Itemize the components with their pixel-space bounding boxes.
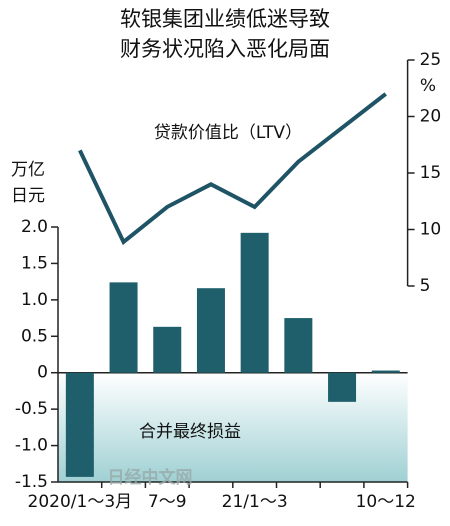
y2-tick-label: 15: [420, 163, 442, 183]
bar: [371, 370, 400, 373]
series-label: 合并最终损益: [139, 422, 241, 442]
y-axis-label: 日元: [11, 186, 45, 206]
bar: [328, 372, 357, 402]
y2-tick-label: 5: [420, 276, 431, 296]
bar: [284, 318, 313, 373]
y2-tick-label: 20: [420, 107, 442, 127]
series-label: 贷款价值比（LTV）: [154, 123, 302, 143]
chart-title: 财务状况陷入恶化局面: [120, 37, 330, 61]
chart-title: 软银集团业绩低迷导致: [120, 7, 330, 31]
y-tick-label: 1.0: [21, 290, 48, 310]
bar: [109, 282, 138, 373]
x-tick-label: 2020/1～3月: [28, 492, 133, 512]
y-tick-label: 2.0: [21, 217, 48, 237]
y-tick-label: 0: [37, 363, 48, 383]
x-tick-label: 7～9: [148, 492, 187, 512]
y-axis-label: 万亿: [11, 160, 45, 180]
bar: [153, 326, 182, 373]
line: [78, 92, 387, 246]
y-tick-label: -1.5: [15, 472, 48, 492]
y-tick-label: 1.5: [21, 253, 48, 273]
y-tick-label: -0.5: [15, 399, 48, 419]
y-tick-label: 0.5: [21, 326, 48, 346]
y2-tick-label: 10: [420, 220, 442, 240]
bar: [240, 232, 269, 373]
x-tick-label: 10～12: [356, 492, 416, 512]
bar: [65, 372, 94, 477]
y-tick-label: -1.0: [15, 436, 48, 456]
bar: [196, 288, 225, 373]
y2-axis-label: %: [420, 76, 436, 96]
x-tick-label: 21/1～3: [222, 492, 288, 512]
watermark: 日经中文网: [108, 467, 193, 488]
y2-tick-label: 25: [420, 50, 442, 70]
